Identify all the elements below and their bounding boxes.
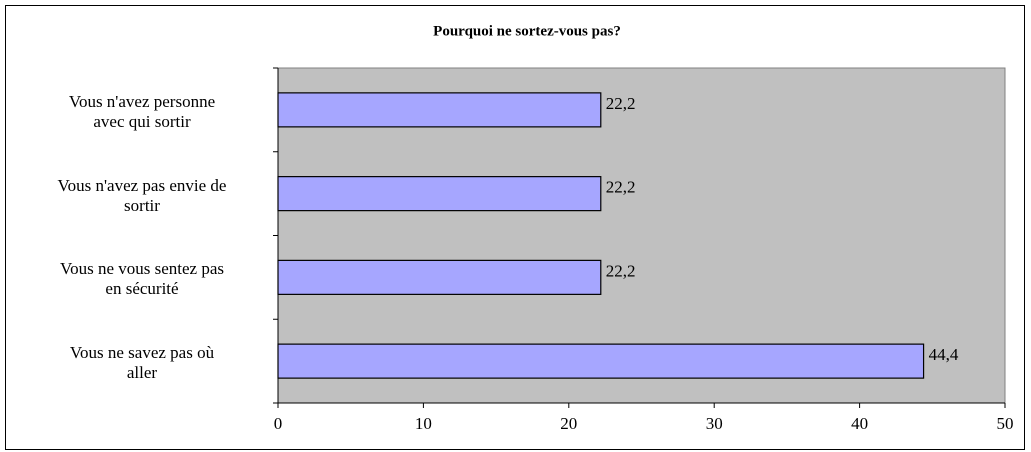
bar bbox=[277, 343, 925, 379]
bar bbox=[277, 176, 602, 212]
value-label: 22,2 bbox=[606, 261, 636, 280]
bar bbox=[277, 92, 602, 128]
x-tick-label: 0 bbox=[274, 414, 283, 433]
bar bbox=[277, 259, 602, 295]
chart-title: Pourquoi ne sortez-vous pas? bbox=[433, 23, 621, 39]
category-label: Vous ne vous sentez pas en sécurité bbox=[60, 259, 224, 299]
category-label: Vous n'avez personne avec qui sortir bbox=[68, 91, 216, 131]
value-label: 22,2 bbox=[606, 94, 636, 113]
x-tick-label: 10 bbox=[415, 414, 432, 433]
category-label: Vous ne savez pas où aller bbox=[69, 343, 215, 383]
x-tick-label: 20 bbox=[560, 414, 577, 433]
value-label: 44,4 bbox=[929, 345, 959, 364]
x-tick-label: 50 bbox=[997, 414, 1014, 433]
x-tick-label: 40 bbox=[851, 414, 868, 433]
value-label: 22,2 bbox=[606, 178, 636, 197]
category-label: Vous n'avez pas envie de sortir bbox=[57, 175, 227, 215]
x-tick-label: 30 bbox=[706, 414, 723, 433]
